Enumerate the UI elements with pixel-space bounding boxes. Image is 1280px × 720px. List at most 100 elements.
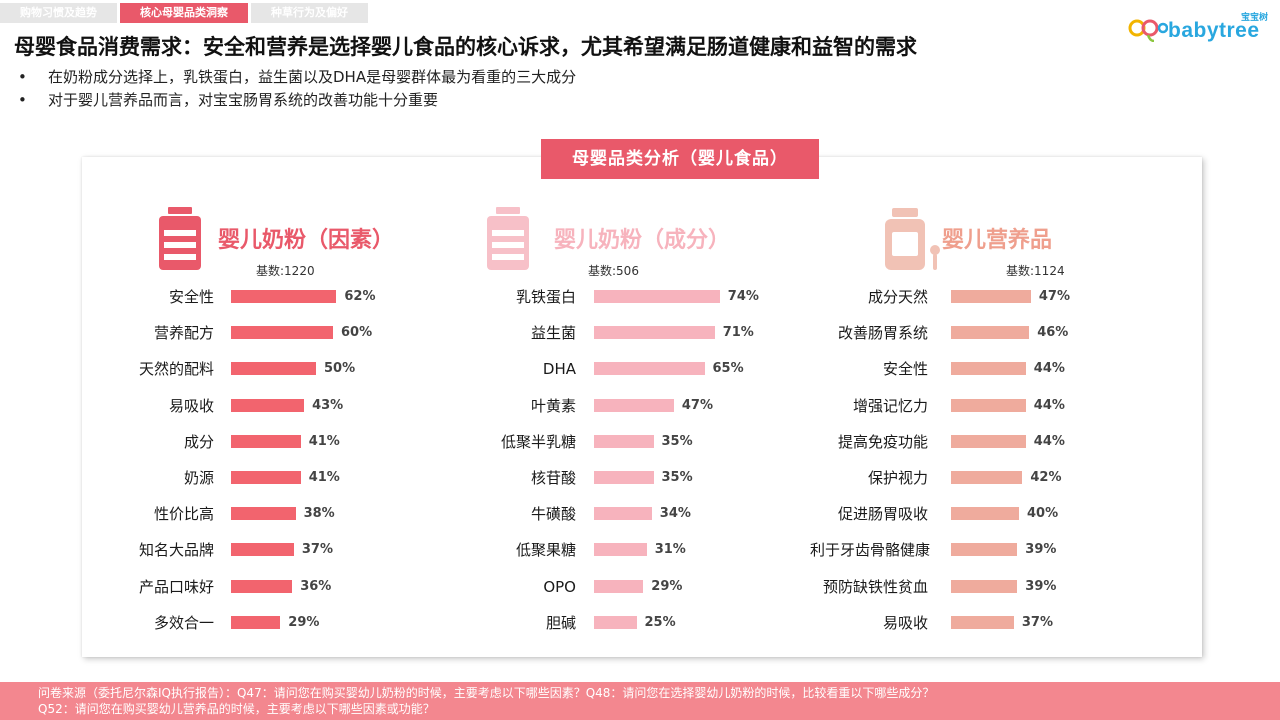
bar	[594, 434, 654, 448]
bar	[951, 579, 1018, 593]
bar-value-label: 37%	[301, 542, 334, 558]
bar-category-label: 易吸收	[882, 613, 928, 632]
page-title: 母婴食品消费需求：安全和营养是选择婴儿食品的核心诉求，尤其希望满足肠道健康和益智…	[14, 35, 917, 59]
bar-value-label: 50%	[324, 361, 356, 377]
bar-value-label: 29%	[651, 578, 683, 594]
bar	[951, 290, 1031, 303]
bar-value-label: 47%	[1038, 289, 1071, 304]
bar	[231, 434, 301, 448]
bar-category-label: 预防缺铁性贫血	[822, 577, 928, 596]
bar-category-label: 知名大品牌	[138, 541, 214, 560]
bar-category-label: 提高免疫功能	[837, 432, 928, 451]
bar	[951, 326, 1030, 340]
chart-base-count: 基数:1220	[256, 264, 315, 278]
bar-value-label: 43%	[312, 397, 344, 413]
bar-value-label: 41%	[308, 433, 340, 449]
bar	[231, 615, 281, 629]
bar-value-label: 74%	[727, 289, 759, 304]
bar-category-label: 牛磺酸	[530, 505, 576, 524]
section-tabs: 购物习惯及趋势 核心母婴品类洞察 种草行为及偏好	[0, 3, 371, 23]
tab-core-category-insight[interactable]: 核心母婴品类洞察	[120, 3, 248, 23]
bar-category-label: 利于牙齿骨骼健康	[810, 541, 931, 560]
source-footer: 问卷来源（委托尼尔森IQ执行报告）：Q47：请问您在购买婴幼儿奶粉的时候，主要考…	[0, 682, 1280, 720]
babytree-logo: babytree 宝宝树	[1128, 10, 1268, 44]
bar-category-label: 成分天然	[867, 288, 928, 306]
bar-value-label: 35%	[661, 433, 693, 449]
tab-shopping-habits[interactable]: 购物习惯及趋势	[0, 3, 117, 23]
chart-base-count: 基数:506	[588, 264, 639, 278]
bar-value-label: 41%	[308, 470, 340, 485]
chart-base-count: 基数:1124	[1006, 264, 1065, 278]
bar-category-label: 营养配方	[153, 324, 214, 343]
bar-category-label: 产品口味好	[138, 577, 214, 596]
babytree-logo-icon	[1128, 19, 1168, 42]
bar	[594, 615, 637, 629]
bar	[951, 398, 1026, 412]
bar-value-label: 65%	[712, 361, 744, 377]
bar	[231, 471, 301, 484]
supplement-jar-icon	[882, 206, 940, 272]
bar	[231, 579, 293, 593]
bar-category-label: 多效合一	[153, 613, 214, 632]
bar-category-label: 胆碱	[545, 613, 576, 632]
chart-title: 婴儿奶粉（成分）	[554, 228, 731, 253]
bar	[231, 507, 296, 521]
bar	[231, 326, 333, 340]
bar-value-label: 46%	[1037, 325, 1069, 341]
card-title: 母婴品类分析（婴儿食品）	[541, 139, 819, 179]
summary-bullets: • 在奶粉成分选择上，乳铁蛋白，益生菌以及DHA是母婴群体最为看重的三大成分 • 对…	[18, 66, 576, 112]
bar-category-label: 性价比高	[153, 505, 214, 524]
bar-category-label: 益生菌	[530, 324, 576, 343]
logo-cn-name: 宝宝树	[1240, 13, 1268, 23]
bar	[594, 326, 715, 340]
bar	[951, 615, 1014, 629]
bar-value-label: 25%	[644, 614, 676, 630]
bar	[594, 471, 654, 484]
bar-value-label: 39%	[1025, 578, 1057, 594]
bar-category-label: OPO	[543, 577, 576, 596]
bar-value-label: 37%	[1021, 614, 1054, 630]
bar	[951, 507, 1019, 521]
bar-category-label: 乳铁蛋白	[515, 288, 576, 306]
bar-category-label: DHA	[542, 360, 576, 379]
bar-value-label: 40%	[1027, 506, 1059, 522]
chart-title: 婴儿奶粉（因素）	[218, 228, 395, 253]
bar-category-label: 低聚半乳糖	[500, 432, 576, 451]
bar-category-label: 改善肠胃系统	[837, 324, 928, 343]
bar-category-label: 易吸收	[168, 396, 214, 415]
milk-can-icon	[155, 206, 205, 272]
bullet-item: • 对于婴儿营养品而言，对宝宝肠胃系统的改善功能十分重要	[18, 91, 439, 109]
bar-value-label: 29%	[288, 614, 320, 630]
bar	[594, 398, 674, 412]
bar-value-label: 44%	[1033, 433, 1065, 449]
bar-category-label: 奶源	[183, 469, 214, 487]
bar-category-label: 核苷酸	[530, 469, 576, 487]
bullet-item: • 在奶粉成分选择上，乳铁蛋白，益生菌以及DHA是母婴群体最为看重的三大成分	[18, 68, 577, 86]
bar	[951, 362, 1026, 376]
bar-category-label: 增强记忆力	[852, 396, 928, 415]
bar-category-label: 天然的配料	[138, 360, 214, 379]
chart-panel-1: 婴儿奶粉（因素） 基数:1220 安全性 62% 营养配方 60% 天然的配料 50% 易吸收 4…	[90, 200, 450, 650]
bar-value-label: 44%	[1033, 361, 1065, 377]
bar	[231, 398, 305, 412]
bar-value-label: 36%	[300, 578, 332, 594]
bar	[594, 543, 647, 557]
chart-panel-3: 婴儿营养品 基数:1124 成分天然 47% 改善肠胃系统 46% 安全性 44% 增强记忆力 4…	[810, 200, 1170, 650]
milk-can-icon	[483, 206, 533, 272]
bar-category-label: 促进肠胃吸收	[837, 505, 928, 524]
bar-value-label: 44%	[1033, 397, 1065, 413]
bar	[951, 543, 1018, 557]
bar	[594, 290, 720, 303]
bar-category-label: 低聚果糖	[515, 541, 576, 560]
footer-line-2: Q52：请问您在购买婴幼儿营养品的时候，主要考虑以下哪些因素或功能？	[38, 702, 435, 716]
bar-value-label: 35%	[661, 470, 693, 485]
bar	[951, 471, 1023, 484]
logo-wordmark: babytree	[1168, 19, 1260, 42]
bar-category-label: 安全性	[882, 360, 928, 379]
bar	[594, 579, 644, 593]
tab-seeding-behavior[interactable]: 种草行为及偏好	[251, 3, 368, 23]
bar	[231, 362, 316, 376]
chart-panel-2: 婴儿奶粉（成分） 基数:506 乳铁蛋白 74% 益生菌 71% DHA 65% 叶黄素 47% 低…	[450, 200, 810, 650]
bar-value-label: 47%	[681, 397, 714, 413]
bar	[231, 290, 337, 303]
